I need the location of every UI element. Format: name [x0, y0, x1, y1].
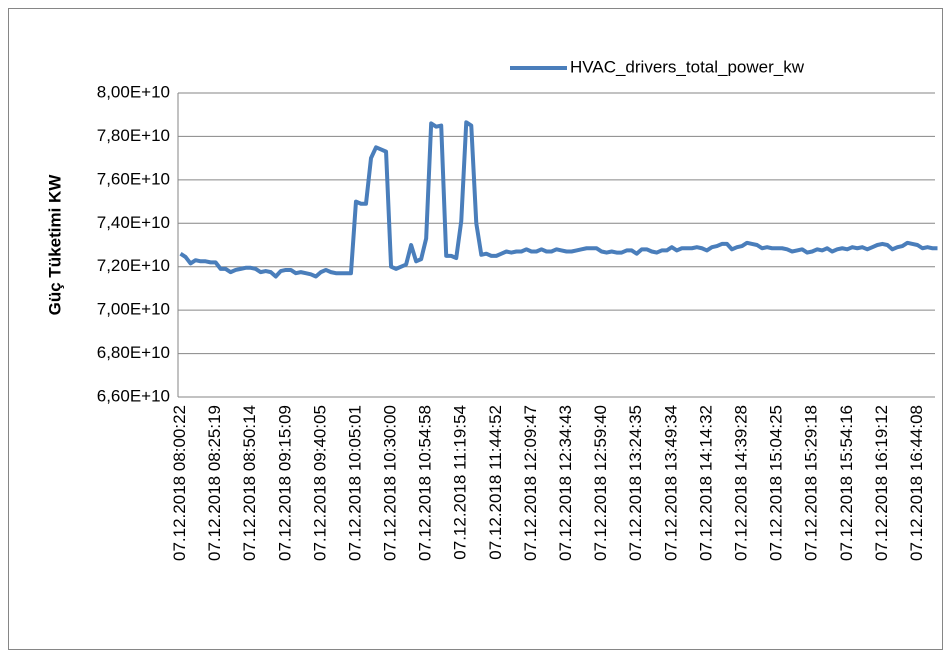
x-tick-label: 07.12.2018 10:30:00	[381, 405, 400, 561]
y-tick-label: 7,00E+10	[97, 300, 170, 319]
x-tick-label: 07.12.2018 13:49:34	[661, 405, 680, 561]
y-tick-label: 7,20E+10	[97, 256, 170, 275]
y-tick-label: 6,60E+10	[97, 386, 170, 405]
y-axis-title: Güç Tüketimi KW	[45, 174, 64, 316]
x-tick-label: 07.12.2018 15:29:18	[802, 405, 821, 561]
x-tick-label: 07.12.2018 16:19:12	[872, 405, 891, 561]
x-tick-label: 07.12.2018 12:59:40	[591, 405, 610, 561]
x-tick-label: 07.12.2018 08:50:14	[240, 405, 259, 561]
x-tick-label: 07.12.2018 12:34:43	[556, 405, 575, 561]
x-tick-label: 07.12.2018 16:44:08	[907, 405, 926, 561]
y-tick-label: 7,60E+10	[97, 169, 170, 188]
x-tick-label: 07.12.2018 08:00:22	[170, 405, 189, 561]
legend-label: HVAC_drivers_total_power_kw	[570, 57, 805, 76]
x-tick-label: 07.12.2018 10:54:58	[416, 405, 435, 561]
x-tick-label: 07.12.2018 09:40:05	[310, 405, 329, 561]
x-tick-label: 07.12.2018 13:24:35	[626, 405, 645, 561]
x-tick-label: 07.12.2018 15:04:25	[767, 405, 786, 561]
x-tick-label: 07.12.2018 11:44:52	[486, 405, 505, 560]
y-tick-label: 6,80E+10	[97, 343, 170, 362]
x-tick-label: 07.12.2018 14:14:32	[696, 405, 715, 561]
y-tick-label: 7,40E+10	[97, 213, 170, 232]
x-tick-label: 07.12.2018 12:09:47	[521, 405, 540, 561]
x-tick-label: 07.12.2018 10:05:01	[345, 405, 364, 561]
x-tick-label: 07.12.2018 09:15:09	[275, 405, 294, 561]
x-tick-label: 07.12.2018 15:54:16	[837, 405, 856, 561]
chart-frame	[8, 8, 943, 650]
x-tick-label: 07.12.2018 14:39:28	[731, 405, 750, 561]
y-tick-label: 7,80E+10	[97, 126, 170, 145]
series-line	[179, 120, 938, 279]
x-tick-label: 07.12.2018 08:25:19	[205, 405, 224, 561]
y-tick-label: 8,00E+10	[97, 82, 170, 101]
x-tick-label: 07.12.2018 11:19:54	[451, 405, 470, 560]
